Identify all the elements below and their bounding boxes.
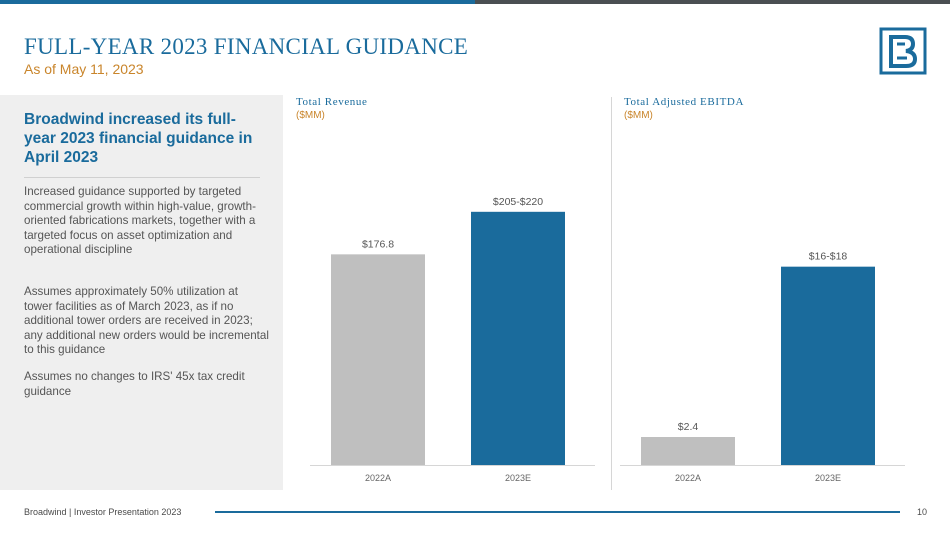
footer-rule [215,511,900,513]
revenue-chart-title: Total Revenue [296,96,368,108]
top-accent-bar-right [475,0,950,4]
broadwind-logo-icon [879,27,927,75]
revenue-tick-label-2022a: 2022A [365,473,391,483]
revenue-value-label-2022a: $176.8 [362,238,394,250]
guidance-heading: Broadwind increased its full-year 2023 f… [24,111,253,166]
page-title: FULL-YEAR 2023 FINANCIAL GUIDANCE [24,34,469,59]
revenue-chart-unit: ($MM) [296,110,325,121]
ebitda-value-label-2022a: $2.4 [678,421,699,433]
footer-text: Broadwind | Investor Presentation 2023 [24,507,182,517]
ebitda-chart-unit: ($MM) [624,110,653,121]
revenue-bar-2022a [331,254,425,465]
ebitda-bar-chart: $2.4 2022A $16-$18 2023E [620,251,905,483]
guidance-summary-panel [0,95,283,490]
panel-divider [24,177,260,178]
chart-divider [611,97,612,490]
ebitda-bar-2022a [641,437,735,465]
ebitda-value-label-2023e: $16-$18 [809,251,848,263]
page-number: 10 [917,507,928,517]
page-subtitle: As of May 11, 2023 [24,61,144,77]
ebitda-tick-label-2023e: 2023E [815,473,841,483]
ebitda-bar-2023e [781,266,875,465]
revenue-value-label-2023e: $205-$220 [493,196,543,208]
revenue-bar-chart: $176.8 2022A $205-$220 2023E [310,196,595,483]
guidance-paragraph-1: Increased guidance supported by targeted… [24,185,256,256]
guidance-paragraph-3: Assumes no changes to IRS' 45x tax credi… [24,370,245,398]
revenue-tick-label-2023e: 2023E [505,473,531,483]
revenue-bar-2023e [471,211,565,465]
ebitda-tick-label-2022a: 2022A [675,473,701,483]
top-accent-bar-left [0,0,475,4]
ebitda-chart-title: Total Adjusted EBITDA [624,96,744,108]
guidance-paragraph-2: Assumes approximately 50% utilization at… [24,285,269,356]
